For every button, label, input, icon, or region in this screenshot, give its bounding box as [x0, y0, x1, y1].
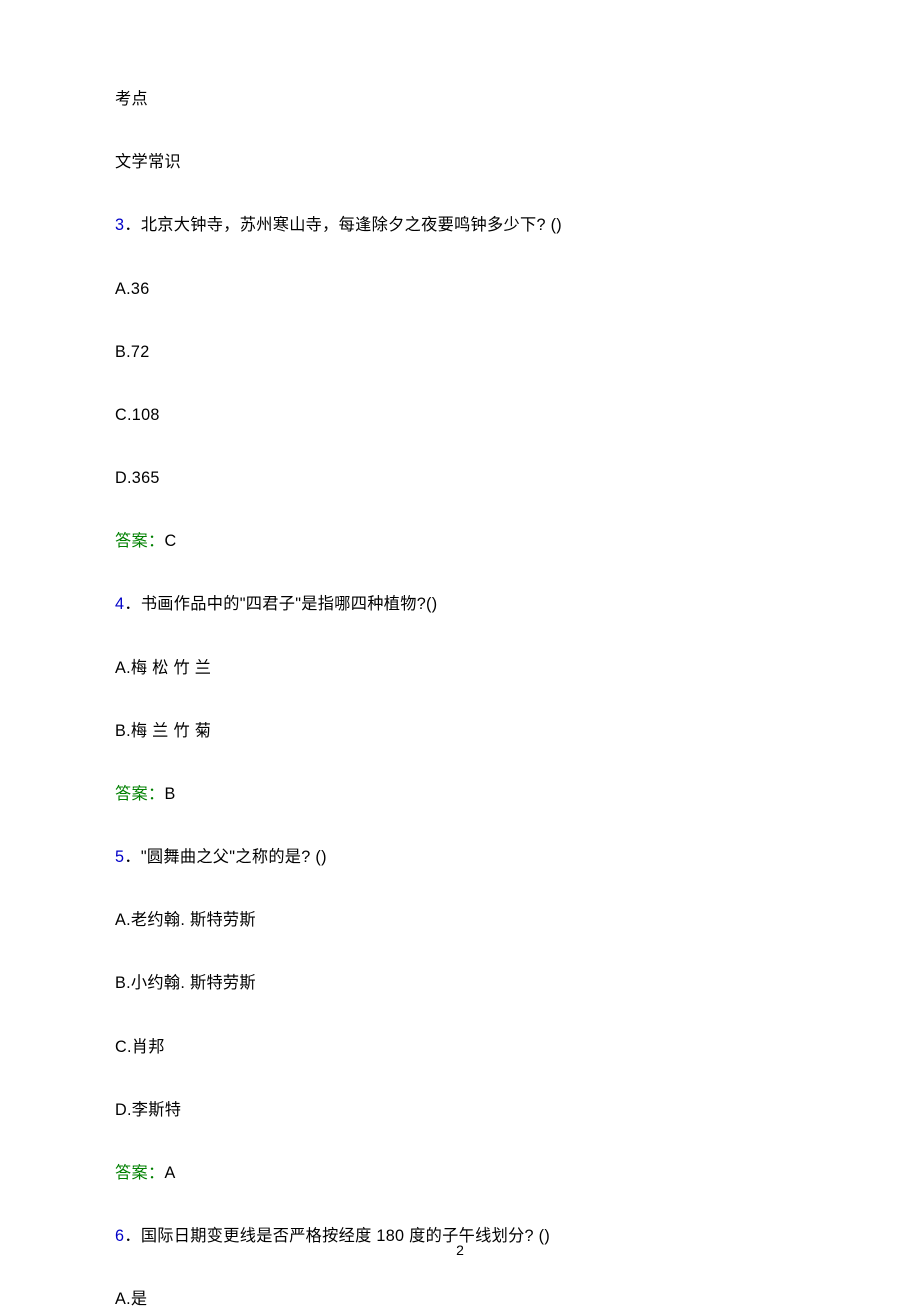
question-sep: ．	[124, 595, 141, 613]
option: C.肖邦	[115, 1036, 805, 1059]
option: B.小约翰. 斯特劳斯	[115, 972, 805, 995]
answer-value: B	[164, 785, 175, 803]
question-number: 3	[115, 216, 124, 234]
option: A.36	[115, 278, 805, 301]
option: B.72	[115, 341, 805, 364]
category: 文学常识	[115, 151, 805, 174]
option: A.梅 松 竹 兰	[115, 657, 805, 680]
answer-label: 答案：	[115, 785, 164, 803]
question-text: "圆舞曲之父"之称的是? ()	[141, 848, 327, 866]
question-sep: ．	[124, 848, 141, 866]
question-4: 4．书画作品中的"四君子"是指哪四种植物?()	[115, 593, 805, 616]
question-text: 书画作品中的"四君子"是指哪四种植物?()	[141, 595, 438, 613]
answer-value: C	[164, 532, 176, 550]
answer-line: 答案：B	[115, 783, 805, 806]
answer-value: A	[164, 1164, 175, 1182]
answer-label: 答案：	[115, 1164, 164, 1182]
question-text: 北京大钟寺，苏州寒山寺，每逢除夕之夜要鸣钟多少下? ()	[141, 216, 562, 234]
answer-label: 答案：	[115, 532, 164, 550]
option: A.是	[115, 1288, 805, 1311]
question-sep: ．	[124, 216, 141, 234]
question-5: 5．"圆舞曲之父"之称的是? ()	[115, 846, 805, 869]
question-number: 5	[115, 848, 124, 866]
answer-line: 答案：A	[115, 1162, 805, 1185]
section-label: 考点	[115, 88, 805, 111]
option: C.108	[115, 404, 805, 427]
answer-line: 答案：C	[115, 530, 805, 553]
option: D.李斯特	[115, 1099, 805, 1122]
question-3: 3．北京大钟寺，苏州寒山寺，每逢除夕之夜要鸣钟多少下? ()	[115, 214, 805, 237]
option: A.老约翰. 斯特劳斯	[115, 909, 805, 932]
option: D.365	[115, 467, 805, 490]
option: B.梅 兰 竹 菊	[115, 720, 805, 743]
page-number: 2	[0, 1242, 920, 1258]
question-number: 4	[115, 595, 124, 613]
